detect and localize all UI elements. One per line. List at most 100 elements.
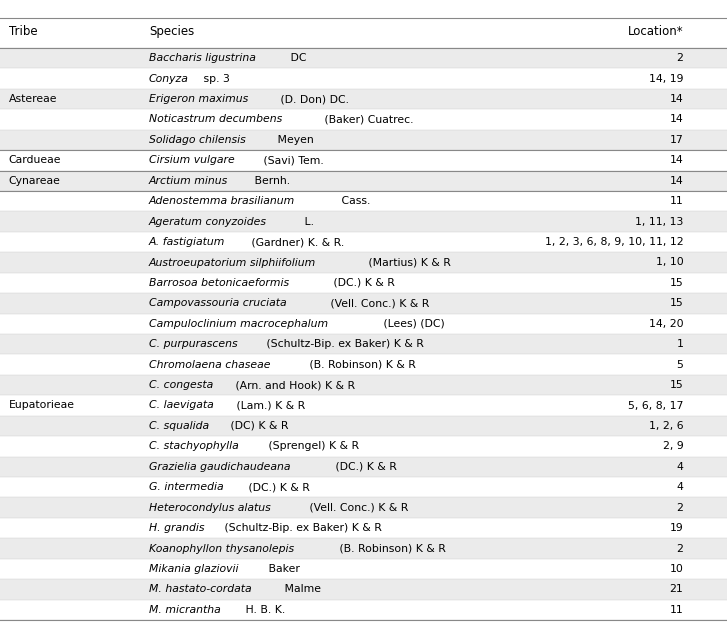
Text: L.: L. [301,217,314,227]
Text: (Lees) (DC): (Lees) (DC) [380,319,445,329]
Text: (B. Robinson) K & R: (B. Robinson) K & R [306,360,416,370]
Bar [0,375,727,395]
Bar [0,334,727,355]
Text: Ageratum conyzoides: Ageratum conyzoides [149,217,267,227]
Text: 2: 2 [677,502,683,513]
Text: Koanophyllon thysanolepis: Koanophyllon thysanolepis [149,544,294,554]
Text: H. grandis: H. grandis [149,523,204,533]
Text: 1, 11, 13: 1, 11, 13 [635,217,683,227]
Text: 2: 2 [677,544,683,554]
Text: (DC.) K & R: (DC.) K & R [330,278,395,288]
Text: (Vell. Conc.) K & R: (Vell. Conc.) K & R [326,298,429,308]
Text: (Vell. Conc.) K & R: (Vell. Conc.) K & R [306,502,409,513]
Bar [0,18,727,48]
Text: Species: Species [149,25,194,38]
Text: Adenostemma brasilianum: Adenostemma brasilianum [149,196,295,206]
Text: 14: 14 [670,94,683,104]
Text: 1, 2, 6: 1, 2, 6 [648,421,683,431]
Text: 15: 15 [670,298,683,308]
Bar [0,293,727,313]
Bar [0,456,727,477]
Text: (DC.) K & R: (DC.) K & R [245,482,310,492]
Text: 11: 11 [670,605,683,615]
Bar [0,355,727,375]
Text: Baccharis ligustrina: Baccharis ligustrina [149,53,256,63]
Text: 14, 19: 14, 19 [649,74,683,83]
Text: 14, 20: 14, 20 [648,319,683,329]
Text: 4: 4 [677,462,683,471]
Text: sp. 3: sp. 3 [201,74,230,83]
Text: 19: 19 [670,523,683,533]
Bar [0,579,727,600]
Text: (Lam.) K & R: (Lam.) K & R [233,401,305,411]
Text: Cirsium vulgare: Cirsium vulgare [149,155,235,166]
Text: (D. Don) DC.: (D. Don) DC. [277,94,349,104]
Text: 17: 17 [670,135,683,145]
Text: C. stachyophylla: C. stachyophylla [149,441,238,451]
Bar [0,497,727,518]
Bar [0,48,727,68]
Text: Barrosoa betonicaeformis: Barrosoa betonicaeformis [149,278,289,288]
Text: Heterocondylus alatus: Heterocondylus alatus [149,502,270,513]
Text: (Schultz-Bip. ex Baker) K & R: (Schultz-Bip. ex Baker) K & R [263,339,425,349]
Text: Solidago chilensis: Solidago chilensis [149,135,246,145]
Bar [0,600,727,620]
Bar [0,477,727,497]
Text: Noticastrum decumbens: Noticastrum decumbens [149,114,282,125]
Text: Bernh.: Bernh. [252,176,290,186]
Text: 15: 15 [670,278,683,288]
Text: Erigeron maximus: Erigeron maximus [149,94,249,104]
Text: (Baker) Cuatrec.: (Baker) Cuatrec. [321,114,414,125]
Text: Cardueae: Cardueae [9,155,61,166]
Bar [0,559,727,579]
Bar [0,212,727,232]
Text: 10: 10 [670,564,683,574]
Text: Campovassouria cruciata: Campovassouria cruciata [149,298,286,308]
Text: (Arn. and Hook) K & R: (Arn. and Hook) K & R [232,380,355,390]
Text: 5: 5 [677,360,683,370]
Bar [0,395,727,416]
Text: Mikania glaziovii: Mikania glaziovii [149,564,238,574]
Text: Tribe: Tribe [9,25,37,38]
Bar [0,436,727,456]
Bar [0,313,727,334]
Text: Eupatorieae: Eupatorieae [9,401,75,411]
Text: Meyen: Meyen [274,135,313,145]
Text: Baker: Baker [265,564,300,574]
Text: 1, 10: 1, 10 [656,257,683,267]
Text: 11: 11 [670,196,683,206]
Text: Grazielia gaudichaudeana: Grazielia gaudichaudeana [149,462,291,471]
Bar [0,252,727,273]
Text: 5, 6, 8, 17: 5, 6, 8, 17 [628,401,683,411]
Text: H. B. K.: H. B. K. [241,605,285,615]
Bar [0,232,727,252]
Text: (DC.) K & R: (DC.) K & R [332,462,396,471]
Text: Conyza: Conyza [149,74,189,83]
Text: 15: 15 [670,380,683,390]
Text: 14: 14 [670,155,683,166]
Text: M. micrantha: M. micrantha [149,605,221,615]
Text: C. congesta: C. congesta [149,380,213,390]
Text: C. laevigata: C. laevigata [149,401,214,411]
Bar [0,68,727,89]
Text: 1, 2, 3, 6, 8, 9, 10, 11, 12: 1, 2, 3, 6, 8, 9, 10, 11, 12 [545,237,683,247]
Bar [0,109,727,130]
Text: (Martius) K & R: (Martius) K & R [365,257,451,267]
Text: 21: 21 [670,585,683,594]
Text: (B. Robinson) K & R: (B. Robinson) K & R [337,544,446,554]
Bar [0,130,727,150]
Text: M. hastato-cordata: M. hastato-cordata [149,585,252,594]
Text: (Schultz-Bip. ex Baker) K & R: (Schultz-Bip. ex Baker) K & R [221,523,382,533]
Text: Cass.: Cass. [338,196,370,206]
Text: C. purpurascens: C. purpurascens [149,339,238,349]
Text: Location*: Location* [627,25,683,38]
Text: Astereae: Astereae [9,94,57,104]
Text: 2, 9: 2, 9 [662,441,683,451]
Text: A. fastigiatum: A. fastigiatum [149,237,225,247]
Bar [0,273,727,293]
Text: Austroeupatorium silphiifolium: Austroeupatorium silphiifolium [149,257,316,267]
Text: (Savi) Tem.: (Savi) Tem. [260,155,324,166]
Text: 1: 1 [677,339,683,349]
Text: G. intermedia: G. intermedia [149,482,224,492]
Text: Arctium minus: Arctium minus [149,176,228,186]
